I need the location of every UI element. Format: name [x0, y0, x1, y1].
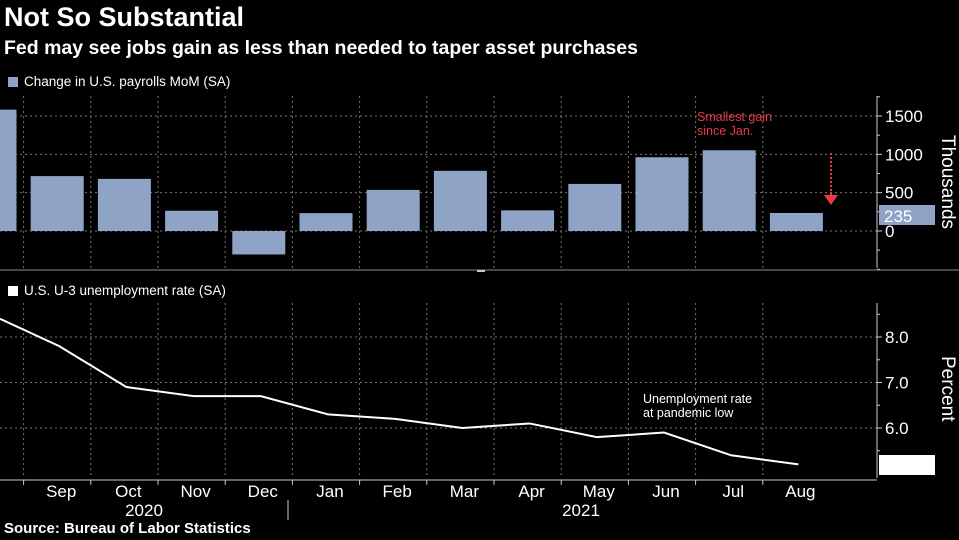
legend-swatch-bars [8, 76, 18, 87]
legend-payrolls: Change in U.S. payrolls MoM (SA) [8, 74, 230, 89]
y-axis-title-bottom: Percent [937, 356, 958, 422]
payroll-bar [769, 212, 823, 231]
payroll-bar [501, 210, 555, 231]
payroll-bar [232, 231, 286, 255]
legend-swatch-line [8, 285, 18, 296]
payroll-bar [299, 213, 353, 231]
payroll-bar [165, 210, 219, 231]
last-value-box-top [879, 205, 935, 225]
y-tick-label: 500 [885, 184, 913, 203]
y-tick-label: 0 [885, 222, 894, 241]
year-label-2020: 2020 [125, 501, 163, 520]
x-tick-label: Aug [785, 482, 815, 501]
payroll-bar [568, 183, 622, 231]
x-tick-label: Dec [248, 482, 279, 501]
payroll-bar [30, 176, 84, 231]
y-tick-label: 1500 [885, 107, 923, 126]
year-label-2021: 2021 [562, 501, 600, 520]
payroll-bar [433, 170, 487, 231]
legend-label-payrolls: Change in U.S. payrolls MoM (SA) [24, 74, 231, 89]
y-tick-label: 1000 [885, 145, 923, 164]
payroll-bar [702, 150, 756, 231]
chart-subtitle: Fed may see jobs gain as less than neede… [4, 37, 638, 59]
last-value-label-top: 235 [884, 207, 912, 226]
last-value-box-bottom [879, 455, 935, 475]
legend-unemployment: U.S. U-3 unemployment rate (SA) [8, 283, 226, 298]
last-value-label-bottom: 5.2 [884, 457, 908, 476]
x-tick-label: Jul [722, 482, 744, 501]
annotation-pandemic-low-1: Unemployment rate [643, 392, 752, 406]
y-axis-title-top: Thousands [937, 135, 958, 229]
annotation-smallest-gain-1: Smallest gain [697, 110, 772, 124]
x-tick-label: Jan [316, 482, 343, 501]
x-tick-label: Feb [383, 482, 412, 501]
y-tick-label: 6.0 [885, 419, 909, 438]
annotation-pandemic-low-2: at pandemic low [643, 406, 734, 420]
x-tick-label: Nov [180, 482, 211, 501]
x-tick-label: Apr [518, 482, 545, 501]
annotation-smallest-gain-2: since Jan. [697, 124, 753, 138]
payroll-bar [635, 157, 689, 231]
chart-title: Not So Substantial [4, 2, 245, 32]
payroll-bar [366, 189, 420, 231]
payroll-bar [97, 178, 151, 231]
payroll-bar [0, 109, 17, 231]
annotation-arrow-head [824, 195, 838, 205]
source-note: Source: Bureau of Labor Statistics [4, 520, 251, 537]
x-tick-label: Mar [450, 482, 480, 501]
y-tick-label: 8.0 [885, 328, 909, 347]
x-tick-label: Jun [652, 482, 679, 501]
legend-label-unemployment: U.S. U-3 unemployment rate (SA) [24, 283, 226, 298]
x-tick-label: Oct [115, 482, 142, 501]
x-tick-label: Sep [46, 482, 76, 501]
y-tick-label: 7.0 [885, 374, 909, 393]
x-tick-label: May [583, 482, 616, 501]
